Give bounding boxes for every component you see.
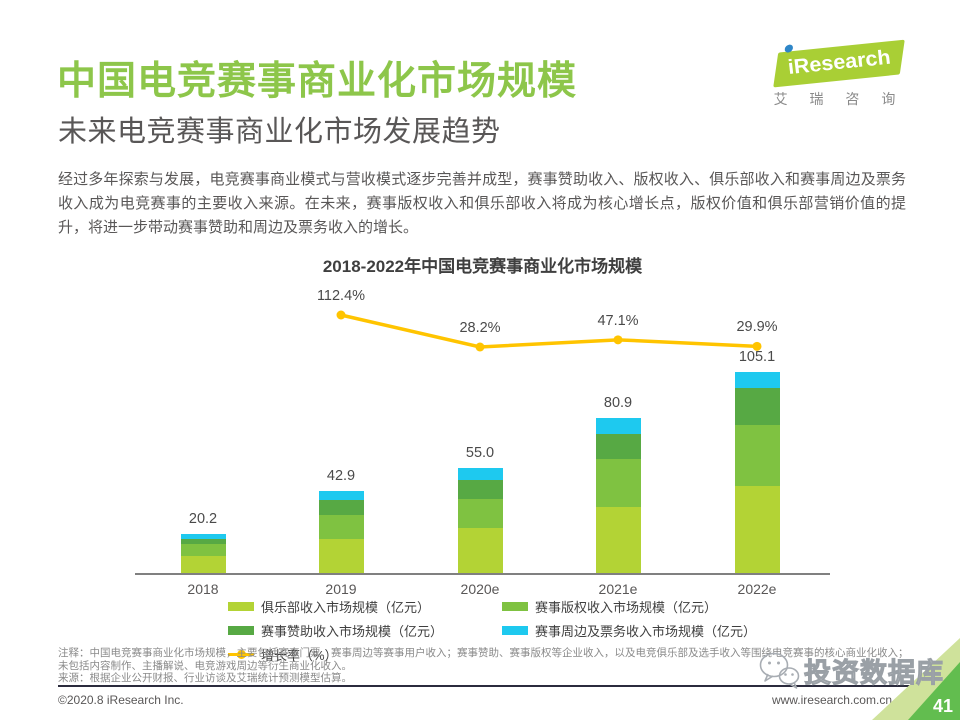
intro-paragraph: 经过多年探索与发展，电竞赛事商业模式与营收模式逐步完善并成型，赛事赞助收入、版权…: [58, 171, 906, 236]
bar-segment: [318, 539, 364, 573]
bar-segment: [595, 459, 641, 507]
x-axis-label: 2022e: [737, 581, 777, 597]
bar-total-label: 20.2: [188, 511, 218, 528]
bar-segment: [595, 433, 641, 460]
x-axis-label: 2021e: [598, 581, 638, 597]
bar-segment: [595, 506, 641, 573]
legend-label: 赛事周边及票务收入市场规模（亿元）: [535, 624, 757, 639]
growth-line: [340, 313, 758, 349]
legend-label: 赛事赞助收入市场规模（亿元）: [261, 624, 444, 639]
legend-swatch: [228, 626, 254, 635]
growth-point: [613, 335, 623, 345]
legend-item: 赛事周边及票务收入市场规模（亿元）: [502, 621, 756, 640]
bar-total-label: 105.1: [738, 349, 776, 366]
legend-item: 赛事版权收入市场规模（亿元）: [502, 597, 756, 616]
growth-point: [336, 310, 346, 320]
legend-label: 赛事版权收入市场规模（亿元）: [535, 600, 718, 615]
bar-segment: [734, 372, 780, 389]
growth-rate-label: 112.4%: [316, 288, 366, 304]
footer-website: www.iresearch.com.cn: [771, 693, 892, 707]
legend-item: 赛事赞助收入市场规模（亿元）: [228, 621, 502, 640]
bar-segment: [180, 534, 226, 539]
bar-segment: [457, 528, 503, 573]
note-line-2: 未包括内容制作、主播解说、电竞游戏周边等衍生商业化收入。: [58, 659, 352, 672]
bar-segment: [318, 490, 364, 500]
logo-caption: 艾 瑞 咨 询: [773, 91, 905, 107]
bar-segment: [318, 499, 364, 515]
bar-segment: [457, 479, 503, 500]
page-subtitle: 未来电竞赛事商业化市场发展趋势: [58, 116, 501, 148]
iresearch-logo: iResearch 艾 瑞 咨 询: [770, 39, 908, 109]
legend-swatch: [228, 602, 254, 611]
legend-swatch: [228, 650, 254, 659]
bar-segment: [457, 467, 503, 480]
legend-label: 俱乐部收入市场规模（亿元）: [261, 600, 431, 615]
footer-divider: [58, 685, 935, 687]
bar-segment: [318, 514, 364, 540]
bar-segment: [734, 388, 780, 426]
bar-segment: [180, 543, 226, 556]
growth-point: [752, 341, 762, 351]
growth-rate-label: 29.9%: [736, 319, 778, 336]
x-axis-line: [135, 573, 830, 575]
bar-segment: [734, 425, 780, 487]
bar-segment: [180, 538, 226, 544]
footer-copyright: ©2020.8 iResearch Inc.: [58, 693, 184, 707]
notes-block: 注释：中国电竞赛事商业化市场规模，主要包括赛事门票、赛事周边等赛事用户收入；赛事…: [58, 647, 938, 685]
growth-line-svg: [336, 310, 762, 352]
chart-title: 2018-2022年中国电竞赛事商业化市场规模: [322, 257, 643, 276]
bar-total-label: 80.9: [603, 395, 633, 412]
page-number: 41: [932, 696, 953, 716]
x-axis-label: 2020e: [460, 581, 500, 597]
growth-point: [475, 342, 485, 352]
page-title: 中国电竞赛事商业化市场规模: [57, 60, 578, 103]
legend-swatch: [502, 626, 528, 635]
bar-segment: [595, 418, 641, 434]
bar-segment: [734, 486, 780, 573]
legend-item: 俱乐部收入市场规模（亿元）: [228, 597, 502, 616]
growth-rate-label: 47.1%: [597, 312, 639, 329]
legend-item: 增长率（%）: [228, 645, 502, 664]
growth-rate-label: 28.2%: [459, 320, 501, 336]
bar-total-label: 42.9: [326, 467, 356, 484]
chart-legend: 俱乐部收入市场规模（亿元） 赛事版权收入市场规模（亿元） 赛事赞助收入市场规模（亿元…: [228, 597, 756, 664]
bar-segment: [180, 555, 226, 573]
bar-total-label: 55.0: [465, 444, 495, 461]
legend-swatch: [502, 602, 528, 611]
x-axis-label: 2018: [187, 581, 219, 597]
x-axis-label: 2019: [325, 581, 357, 597]
legend-label: 增长率（%）: [261, 648, 338, 663]
source-line: 来源：根据企业公开财报、行业访谈及艾瑞统计预测模型估算。: [58, 672, 352, 684]
note-line-1: 注释：中国电竞赛事商业化市场规模，主要包括赛事门票、赛事周边等赛事用户收入；赛事…: [58, 647, 909, 659]
bar-segment: [457, 499, 503, 529]
